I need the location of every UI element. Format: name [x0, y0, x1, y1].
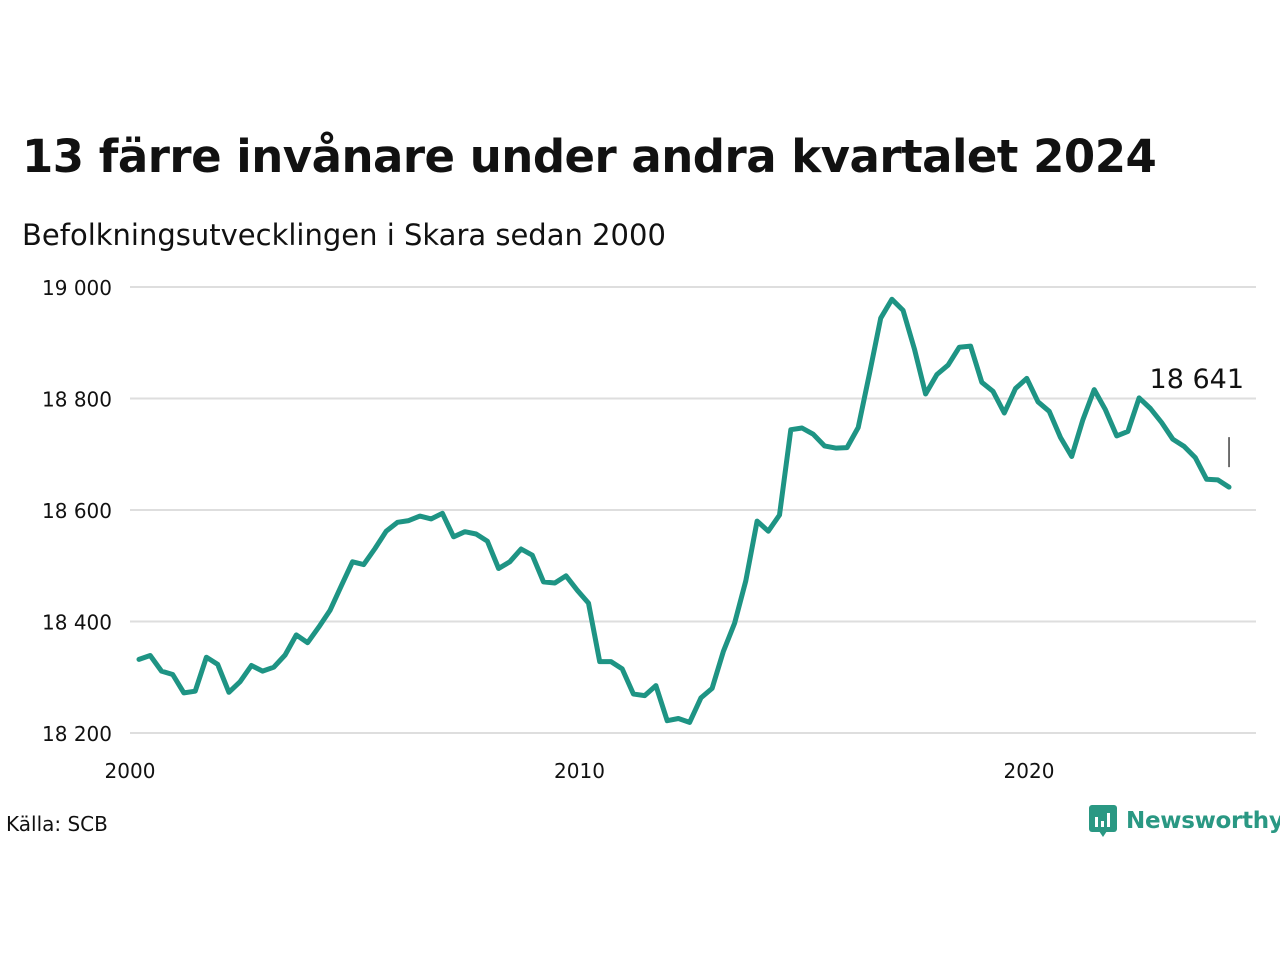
population-series-line [136, 296, 1232, 725]
x-tick-label: 2010 [554, 759, 605, 783]
y-tick-label: 18 800 [42, 388, 112, 412]
chart-title: 13 färre invånare under andra kvartalet … [22, 130, 1157, 183]
data-series [136, 296, 1232, 725]
y-tick-label: 18 400 [42, 611, 112, 635]
last-value-label: 18 641 [1150, 364, 1244, 395]
source-note: Källa: SCB [6, 812, 108, 836]
x-tick-label: 2000 [105, 759, 156, 783]
y-axis-tick-labels: 18 200 18 400 18 600 18 800 19 000 [42, 276, 112, 746]
brand-name: Newsworthy [1126, 808, 1280, 834]
y-tick-label: 18 200 [42, 722, 112, 746]
x-axis-tick-labels: 2000 2010 2020 [105, 759, 1055, 783]
gridlines [130, 286, 1256, 734]
annotations: 18 641 [1150, 364, 1244, 468]
x-tick-label: 2020 [1004, 759, 1055, 783]
y-tick-label: 19 000 [42, 276, 112, 300]
brand-logo: Newsworthy [1088, 804, 1280, 838]
chart-bubble-icon [1089, 805, 1117, 837]
y-tick-label: 18 600 [42, 499, 112, 523]
chart-subtitle: Befolkningsutvecklingen i Skara sedan 20… [22, 218, 666, 252]
